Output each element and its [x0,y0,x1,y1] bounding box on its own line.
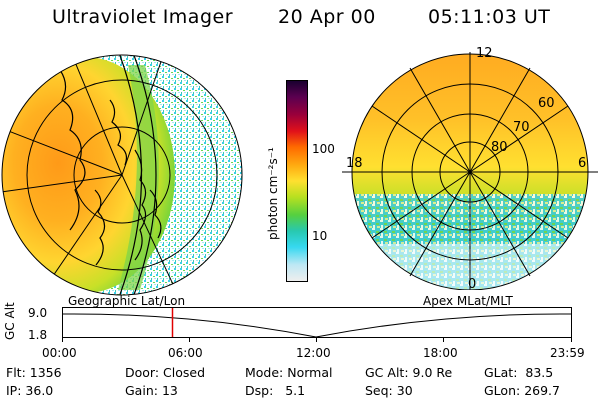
time-tick-2359: 23:59 [550,346,585,360]
mlt-label-18: 18 [346,156,363,171]
mode-readout: Mode: Normal [245,365,333,380]
glat-readout: GLat: 83.5 [484,365,554,380]
apex-auroral-image [342,52,598,290]
dsp-readout: Dsp: 5.1 [245,383,306,398]
flt-readout: Flt: 1356 [6,365,62,380]
mlat-label-70: 70 [513,120,530,135]
gc-alt-readout: GC Alt: 9.0 Re [365,365,453,380]
instrument-title: Ultraviolet Imager [52,6,234,28]
orbit-altitude-plot [62,307,572,342]
gain-readout: Gain: 13 [125,383,178,398]
time-tick-0000: 00:00 [42,346,77,360]
mlat-label-60: 60 [538,96,555,111]
door-readout: Door: Closed [125,365,206,380]
altitude-tick-high: 9.0 [28,306,48,320]
mlt-label-0: 0 [468,277,477,292]
time-tick-1800: 18:00 [423,346,458,360]
geographic-auroral-image [1,54,243,296]
observation-date: 20 Apr 00 [278,6,376,28]
colorbar-tick-10: 10 [312,229,328,243]
time-tick-0600: 06:00 [168,346,203,360]
ip-readout: IP: 36.0 [6,383,54,398]
colorbar-units: photon cm⁻²s⁻¹ [266,147,280,240]
apex-projection-label: Apex MLat/MLT [423,294,513,308]
time-tick-1200: 12:00 [296,346,331,360]
colorbar-tick-100: 100 [312,142,335,156]
intensity-colorbar [286,80,308,282]
mlt-label-12: 12 [476,46,493,61]
geographic-projection-label: Geographic Lat/Lon [68,294,186,308]
observation-time: 05:11:03 UT [428,6,551,28]
mlt-label-6: 6 [578,156,587,171]
altitude-axis-label: GC Alt [3,302,17,340]
mlat-label-80: 80 [491,140,508,155]
glon-readout: GLon: 269.7 [484,383,560,398]
altitude-tick-low: 1.8 [28,328,48,342]
seq-readout: Seq: 30 [365,383,413,398]
